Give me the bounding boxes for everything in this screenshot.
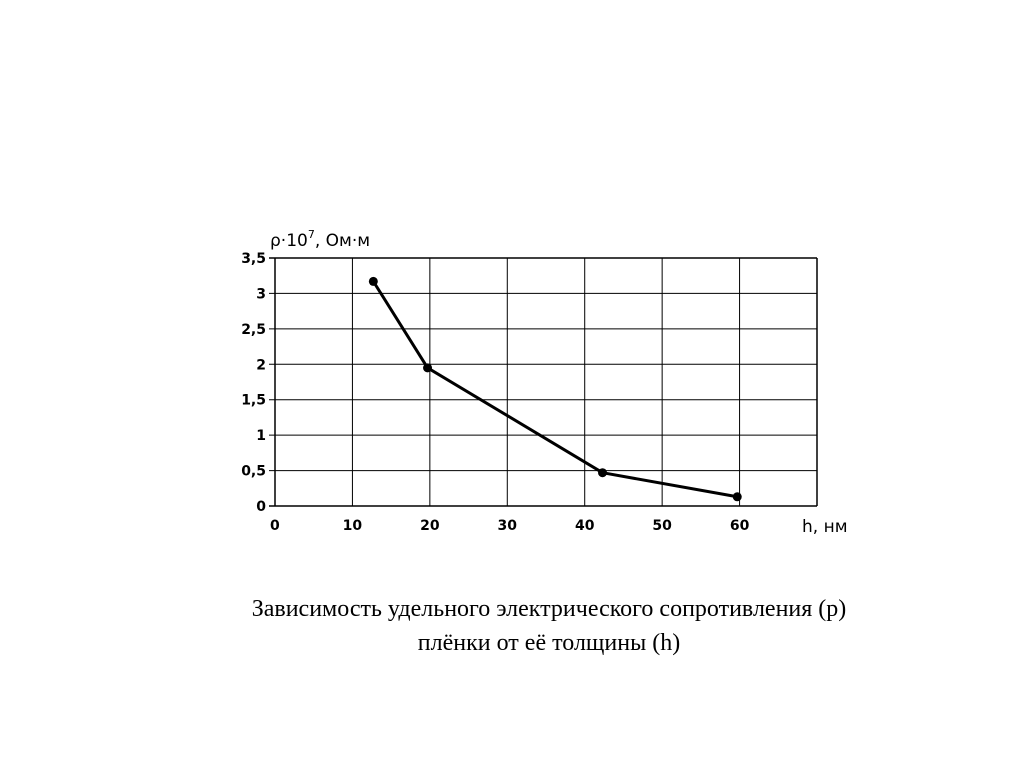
caption-line-1: Зависимость удельного электрического соп… — [251, 596, 847, 622]
x-tick-label: 20 — [420, 518, 440, 534]
x-tick-label: 10 — [343, 518, 363, 534]
figure-caption: Зависимость удельного электрического соп… — [0, 592, 1024, 660]
x-tick-label: 50 — [652, 518, 672, 534]
data-series — [368, 276, 742, 502]
tick-labels: 0 0,5 1 1,5 2 2,5 3 3,5 0 10 20 30 40 50 60 — [241, 251, 749, 534]
x-tick-label: 30 — [498, 518, 518, 534]
data-point — [732, 492, 742, 502]
x-axis-label: h, нм — [802, 517, 848, 537]
caption-line-2: плёнки от её толщины (h) — [417, 630, 681, 656]
x-tick-label: 0 — [270, 518, 280, 534]
data-point — [423, 363, 433, 373]
series-line — [372, 280, 738, 499]
grid — [269, 257, 818, 507]
y-axis-label: ρ·107, Ом·м — [270, 228, 370, 251]
data-point — [368, 276, 378, 286]
y-tick-label: 2 — [256, 357, 266, 373]
y-tick-label: 1 — [256, 428, 266, 444]
y-tick-label: 0,5 — [241, 464, 266, 480]
x-tick-label: 60 — [730, 518, 750, 534]
y-tick-label: 3,5 — [241, 251, 266, 267]
y-tick-label: 1,5 — [241, 393, 266, 409]
data-point — [598, 468, 608, 478]
y-tick-label: 0 — [256, 499, 266, 515]
y-tick-label: 3 — [256, 286, 266, 302]
y-tick-label: 2,5 — [241, 322, 266, 338]
x-tick-label: 40 — [575, 518, 595, 534]
